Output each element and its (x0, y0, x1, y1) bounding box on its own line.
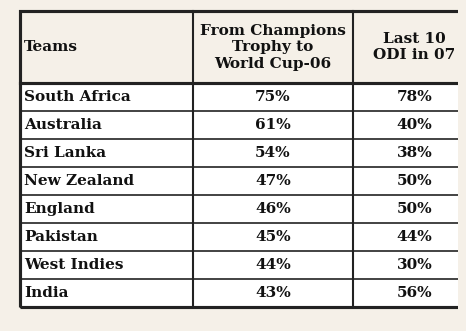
Bar (20, 279, 466, 307)
Text: 47%: 47% (255, 174, 291, 188)
Text: 43%: 43% (255, 286, 291, 300)
Text: Last 10
ODI in 07: Last 10 ODI in 07 (373, 32, 456, 63)
Bar (20, 83, 466, 111)
Text: 40%: 40% (397, 118, 432, 132)
Text: 30%: 30% (397, 258, 432, 272)
Text: Pakistan: Pakistan (24, 230, 98, 244)
Text: Sri Lanka: Sri Lanka (24, 146, 106, 160)
Bar (20, 167, 466, 195)
Text: From Champions
Trophy to
World Cup-06: From Champions Trophy to World Cup-06 (200, 24, 346, 71)
Text: England: England (24, 202, 95, 216)
Bar (20, 251, 466, 279)
Text: 56%: 56% (397, 286, 432, 300)
Text: 46%: 46% (255, 202, 291, 216)
Text: 45%: 45% (255, 230, 291, 244)
Text: 75%: 75% (255, 90, 291, 104)
Bar (20, 11, 466, 83)
Bar (20, 223, 466, 251)
Text: 44%: 44% (255, 258, 291, 272)
Text: Teams: Teams (24, 40, 78, 54)
Text: 50%: 50% (397, 174, 432, 188)
Text: West Indies: West Indies (24, 258, 123, 272)
Bar (20, 195, 466, 223)
Text: 44%: 44% (397, 230, 432, 244)
Text: 38%: 38% (397, 146, 432, 160)
Text: 61%: 61% (255, 118, 291, 132)
Text: 50%: 50% (397, 202, 432, 216)
Text: Australia: Australia (24, 118, 102, 132)
Bar (20, 111, 466, 139)
Bar (20, 139, 466, 167)
Text: 54%: 54% (255, 146, 291, 160)
Text: India: India (24, 286, 69, 300)
Text: 78%: 78% (397, 90, 432, 104)
Text: New Zealand: New Zealand (24, 174, 134, 188)
Text: South Africa: South Africa (24, 90, 131, 104)
